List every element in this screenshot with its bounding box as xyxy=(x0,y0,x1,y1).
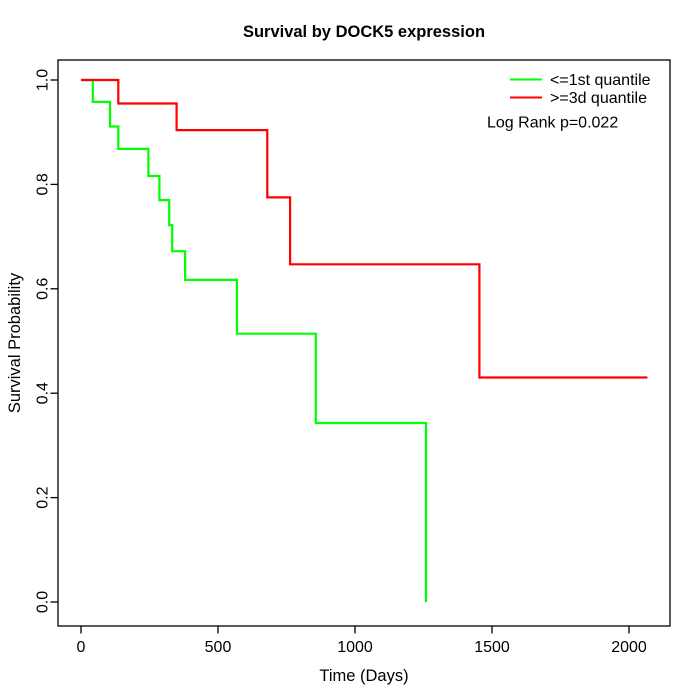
x-tick-label: 1500 xyxy=(474,639,510,656)
survival-curve-low-quantile xyxy=(81,78,428,602)
x-axis-title: Time (Days) xyxy=(319,667,408,685)
chart-title: Survival by DOCK5 expression xyxy=(243,23,485,41)
y-tick-label: 0.2 xyxy=(35,486,52,508)
x-tick-label: 2000 xyxy=(611,639,647,656)
y-axis-title: Survival Probability xyxy=(6,272,24,413)
y-tick-label: 0.4 xyxy=(35,382,52,404)
x-tick-label: 1000 xyxy=(337,639,373,656)
plot-box xyxy=(57,59,671,627)
y-tick-label: 0.6 xyxy=(35,278,52,300)
y-tick-label: 0.8 xyxy=(35,173,52,195)
legend: <=1st quantile >=3d quantile Log Rank p=… xyxy=(487,72,651,132)
logrank-pvalue-annotation: Log Rank p=0.022 xyxy=(487,115,618,132)
x-tick-label: 500 xyxy=(205,639,232,656)
survival-curve-high-quantile xyxy=(81,78,648,379)
legend-label-high-quantile: >=3d quantile xyxy=(550,90,647,107)
x-tick-label: 0 xyxy=(77,639,86,656)
plot-area: 0 500 1000 1500 2000 0.0 0.2 0.4 0.6 0.8 1.0 xyxy=(35,59,671,656)
legend-label-low-quantile: <=1st quantile xyxy=(550,72,651,89)
y-tick-label: 1.0 xyxy=(35,69,52,91)
y-tick-label: 0.0 xyxy=(35,591,52,613)
